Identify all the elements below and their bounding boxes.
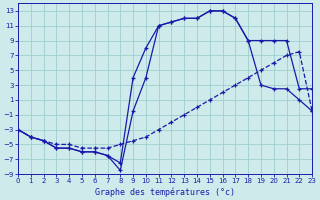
X-axis label: Graphe des températures (°c): Graphe des températures (°c) (95, 187, 235, 197)
